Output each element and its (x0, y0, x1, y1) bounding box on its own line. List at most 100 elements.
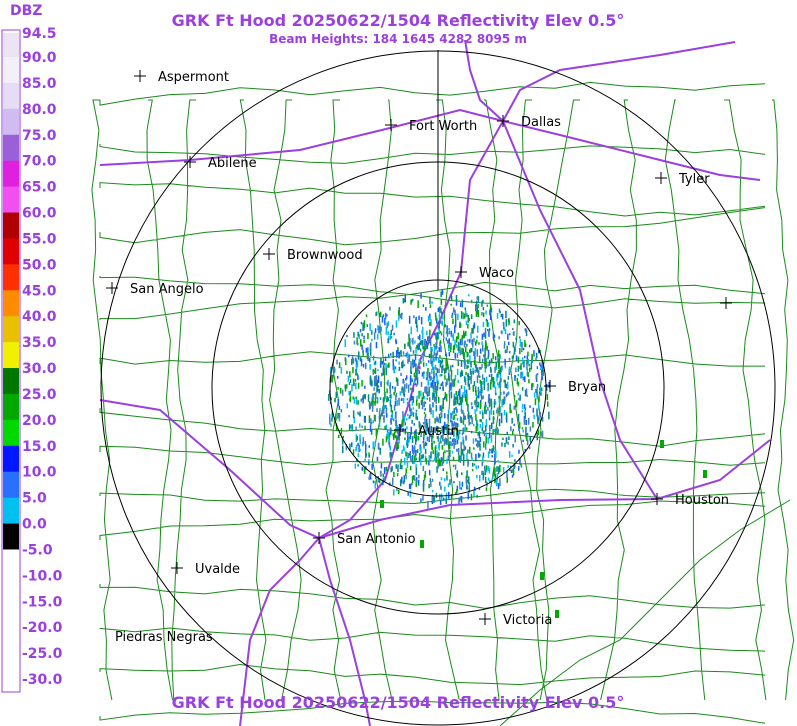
legend-swatch (3, 653, 19, 680)
legend-swatch (3, 134, 19, 162)
legend-unit: DBZ (10, 3, 42, 19)
highway (464, 39, 504, 122)
radar-echoes (328, 289, 707, 618)
legend-label: 35.0 (22, 335, 57, 351)
echo-cell (660, 440, 664, 448)
legend-label: 75.0 (22, 128, 57, 144)
city-marker (720, 297, 732, 309)
legend-label: 20.0 (22, 413, 57, 429)
echo-cluster (331, 296, 549, 501)
city-label: Waco (479, 266, 514, 281)
city-marker (171, 562, 183, 574)
coastline (499, 499, 791, 726)
echo-cluster (328, 296, 544, 509)
color-legend: DBZ 94.5 90.0 85.0 80.0 75.0 70.0 65.0 60.0 55.0… (1, 3, 63, 693)
highway (318, 537, 371, 726)
city-label: Brownwood (287, 248, 363, 263)
legend-swatch (3, 627, 19, 654)
legend-label: -15.0 (22, 594, 63, 610)
legend-swatch (3, 316, 19, 343)
legend-swatch (3, 33, 19, 58)
city-marker (394, 424, 406, 436)
city-label: Victoria (503, 613, 552, 628)
legend-swatch (3, 393, 19, 421)
legend-label: 45.0 (22, 283, 57, 299)
legend-label: 0.0 (22, 517, 47, 533)
echo-cell (540, 572, 544, 580)
county-lines (91, 81, 795, 726)
legend-label: -5.0 (22, 542, 53, 558)
highway (99, 108, 761, 181)
legend-swatch (3, 264, 19, 291)
legend-swatch (3, 497, 19, 525)
legend-label: 30.0 (22, 361, 57, 377)
legend-label: 85.0 (22, 76, 57, 92)
legend-swatch (3, 57, 19, 84)
legend-label: -20.0 (22, 620, 63, 636)
legend-swatch (3, 238, 19, 265)
city-marker (497, 115, 509, 127)
city-marker (134, 70, 146, 82)
legend-swatch (3, 549, 19, 576)
legend-swatch (3, 82, 19, 110)
highway (502, 120, 658, 500)
legend-swatch (3, 445, 19, 473)
city-label: Aspermont (158, 70, 229, 85)
legend-swatch (3, 601, 19, 628)
legend-label: -30.0 (22, 672, 63, 688)
city-label: Dallas (521, 115, 561, 130)
echo-cell (555, 610, 559, 618)
city-label: Piedras Negras (115, 630, 213, 645)
legend-label: 94.5 (22, 26, 57, 42)
city-marker (455, 266, 467, 278)
city-label: Fort Worth (409, 119, 477, 134)
echo-cell (380, 500, 384, 508)
footer-title: GRK Ft Hood 20250622/1504 Reflectivity E… (172, 693, 625, 712)
legend-label: -10.0 (22, 568, 63, 584)
legend-label: 25.0 (22, 387, 57, 403)
legend-label: 40.0 (22, 309, 57, 325)
legend-swatch (3, 290, 19, 317)
legend-label: 10.0 (22, 465, 57, 481)
legend-swatch (3, 212, 19, 239)
legend-swatch (3, 368, 19, 395)
legend-label: 60.0 (22, 206, 57, 222)
cities: Aspermont Abilene Fort Worth Dallas Tyler Bro… (106, 70, 732, 645)
echo-cell (703, 470, 707, 478)
city-marker (385, 119, 397, 131)
legend-label: 70.0 (22, 154, 57, 170)
city-label: Houston (675, 493, 729, 508)
highway (99, 399, 771, 540)
legend-label: 15.0 (22, 439, 57, 455)
highways (99, 39, 771, 726)
city-marker (651, 493, 663, 505)
city-marker (655, 172, 667, 184)
city-marker (184, 156, 196, 168)
county-line (91, 81, 795, 724)
city-marker (106, 282, 118, 294)
city-marker (479, 613, 491, 625)
legend-label: 65.0 (22, 180, 57, 196)
subtitle: Beam Heights: 184 1645 4282 8095 m (269, 32, 527, 46)
city-marker (263, 248, 275, 260)
highway (502, 41, 736, 122)
city-marker (544, 380, 556, 392)
city-label: Tyler (678, 172, 710, 187)
range-rings (100, 50, 776, 726)
city-label: San Angelo (130, 282, 204, 297)
legend-swatch (3, 575, 19, 602)
legend-swatch (3, 186, 19, 214)
legend-swatch (3, 523, 19, 550)
legend-swatch (3, 471, 19, 499)
city-label: Uvalde (195, 562, 240, 577)
legend-swatch (3, 342, 19, 369)
legend-swatch (3, 108, 19, 136)
city-label: Austin (418, 424, 459, 439)
city-marker (313, 532, 325, 544)
city-label: San Antonio (337, 532, 416, 547)
legend-label: 50.0 (22, 257, 57, 273)
legend-label: -25.0 (22, 646, 63, 662)
legend-label: 90.0 (22, 50, 57, 66)
title: GRK Ft Hood 20250622/1504 Reflectivity E… (172, 11, 625, 30)
